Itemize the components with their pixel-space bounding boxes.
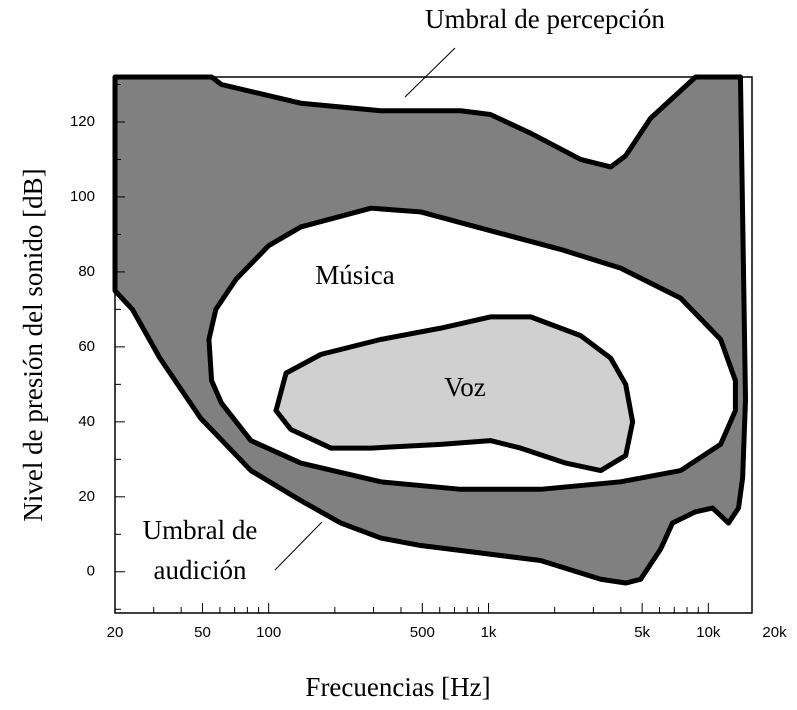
plot-frame <box>114 76 753 614</box>
annotation: Umbral de <box>143 515 258 545</box>
y-tick-label: 100 <box>70 188 95 205</box>
y-tick-label: 20 <box>78 488 95 505</box>
annotation-leader <box>274 521 323 571</box>
x-tick-label: 10k <box>696 624 721 641</box>
x-axis-label: Frecuencias [Hz] <box>305 672 490 702</box>
x-tick-label: 50 <box>194 624 211 641</box>
annotation: audición <box>154 555 247 585</box>
annotation: Umbral de percepción <box>425 4 665 34</box>
x-tick-label: 20 <box>107 624 124 641</box>
x-tick-label: 100 <box>256 624 281 641</box>
x-tick-label: 20k <box>762 624 787 641</box>
y-axis-label: Nivel de presión del sonido [dB] <box>18 168 48 521</box>
region-label: Voz <box>444 372 486 402</box>
y-tick-label: 120 <box>70 113 95 130</box>
annotation-leader <box>404 47 456 98</box>
y-tick-label: 0 <box>87 563 95 580</box>
y-tick-label: 40 <box>78 413 95 430</box>
y-tick-label: 80 <box>78 263 95 280</box>
y-tick-label: 60 <box>78 338 95 355</box>
x-tick-label: 5k <box>634 624 650 641</box>
region-label: Música <box>315 260 395 290</box>
region <box>273 314 636 474</box>
x-tick-label: 1k <box>481 624 497 641</box>
x-tick-label: 500 <box>410 624 435 641</box>
